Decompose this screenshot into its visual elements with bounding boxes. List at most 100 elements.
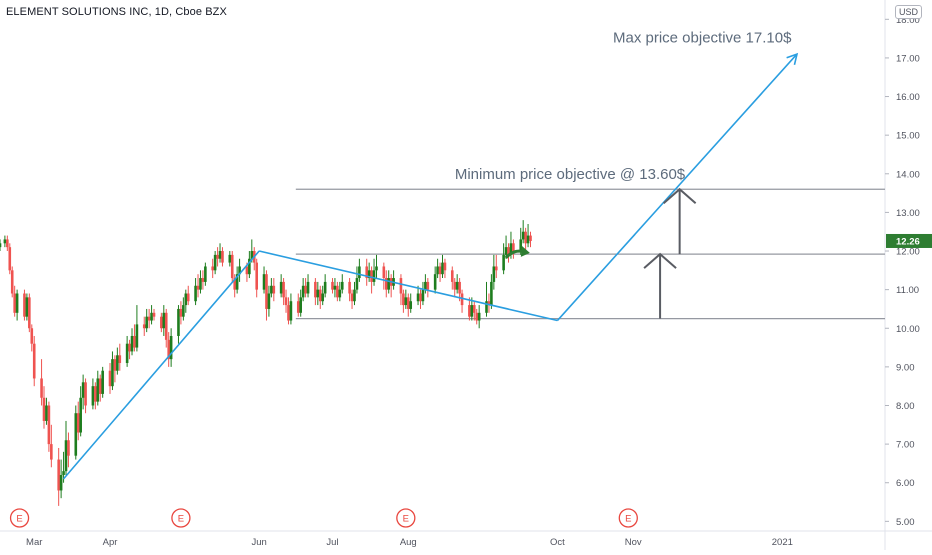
price-axis[interactable]: 5.00 6.00 7.00 8.00 9.00 10.00 11.00 12.00 13.00… <box>885 15 920 528</box>
candle-body-123 <box>419 293 422 302</box>
candle-body-147 <box>502 254 505 271</box>
x-tick-label-0: Mar <box>26 537 42 548</box>
upper-objective-arrow-head <box>662 187 697 204</box>
candle-body-122 <box>416 293 420 302</box>
annotations: Max price objective 17.10$ Minimum price … <box>455 29 792 183</box>
candle-body-143 <box>487 301 491 306</box>
candle-body-20 <box>64 440 68 472</box>
candle-body-59 <box>199 278 202 290</box>
candle-body-91 <box>306 281 310 294</box>
time-axis[interactable]: Mar Apr Jun Jul Aug Oct Nov 2021 <box>26 537 793 548</box>
candle-body-16 <box>50 444 53 460</box>
candle-body-121 <box>409 301 413 309</box>
candle-body-138 <box>470 305 474 317</box>
y-tick-label-3: 8.00 <box>896 401 915 412</box>
candle-body-74 <box>250 251 254 259</box>
x-tick-label-1: Apr <box>103 537 118 548</box>
trendlines <box>62 52 799 480</box>
candle-body-145 <box>492 266 496 282</box>
candle-body-134 <box>455 281 459 290</box>
candle-body-131 <box>443 262 447 271</box>
candle-body-10 <box>30 328 34 344</box>
candle-body-17 <box>57 459 60 491</box>
candle-body-82 <box>279 281 283 294</box>
trendline-arrowhead <box>786 52 799 65</box>
candle-body-41 <box>135 324 139 348</box>
candle-body-36 <box>118 355 122 364</box>
candle-body-80 <box>270 285 273 294</box>
candle-body-130 <box>441 262 444 275</box>
x-tick-label-7: 2021 <box>772 537 793 548</box>
candle-body-107 <box>365 266 369 279</box>
candle-body-27 <box>91 386 95 406</box>
candle-body-44 <box>147 316 151 321</box>
candle-body-2 <box>6 239 9 248</box>
candles <box>0 220 532 506</box>
candle-body-50 <box>167 339 170 360</box>
candle-body-105 <box>355 278 359 290</box>
candle-body-39 <box>130 335 134 352</box>
trendline-1 <box>258 250 558 322</box>
candle-body-24 <box>79 397 82 433</box>
candle-body-47 <box>160 316 163 329</box>
x-tick-label-5: Oct <box>550 537 565 548</box>
candle-body-3 <box>8 247 12 271</box>
candle-body-23 <box>76 413 80 433</box>
candle-body-33 <box>111 359 114 387</box>
candle-body-89 <box>301 285 305 298</box>
candle-body-129 <box>438 266 442 275</box>
candle-body-73 <box>248 258 251 275</box>
candle-body-97 <box>331 281 334 290</box>
candle-body-28 <box>94 386 97 402</box>
y-tick-label-13: 18.00 <box>896 15 920 26</box>
y-tick-label-1: 6.00 <box>896 478 915 489</box>
candle-body-38 <box>128 343 131 352</box>
candle-body-99 <box>336 285 339 298</box>
candle-body-81 <box>272 285 276 294</box>
candle-body-136 <box>460 293 464 306</box>
candle-body-1 <box>3 239 7 244</box>
candle-body-84 <box>284 297 288 306</box>
y-tick-label-10: 15.00 <box>896 131 920 142</box>
candle-body-98 <box>333 285 337 290</box>
candle-body-92 <box>314 281 317 298</box>
candle-body-42 <box>142 324 146 329</box>
candle-body-135 <box>458 281 461 294</box>
candle-body-102 <box>348 281 351 294</box>
candle-body-49 <box>164 312 168 340</box>
candle-body-48 <box>162 312 166 329</box>
candle-body-114 <box>387 278 391 290</box>
y-tick-label-6: 11.00 <box>896 285 919 296</box>
last-price-label: 12.26 <box>896 236 920 247</box>
annotation-1: Minimum price objective @ 13.60$ <box>455 166 686 183</box>
candle-body-53 <box>179 308 183 317</box>
objective-arrows <box>504 187 697 319</box>
candle-body-52 <box>177 308 180 336</box>
candle-body-106 <box>358 266 361 279</box>
candle-body-144 <box>490 281 493 306</box>
candle-body-140 <box>475 312 479 321</box>
candle-body-77 <box>262 274 266 290</box>
candle-body-152 <box>519 239 523 252</box>
candle-body-60 <box>201 278 205 282</box>
candle-body-45 <box>150 312 153 321</box>
earnings-circle-1 <box>171 508 191 528</box>
candle-body-25 <box>81 382 85 398</box>
candle-body-21 <box>67 440 70 456</box>
candle-body-125 <box>424 281 427 290</box>
currency-button[interactable]: USD <box>895 5 923 19</box>
candle-body-34 <box>113 359 117 371</box>
candle-body-56 <box>186 293 190 302</box>
candle-body-132 <box>450 270 454 282</box>
candle-body-111 <box>375 266 378 271</box>
x-tick-label-4: Aug <box>400 537 417 548</box>
candle-body-12 <box>40 378 43 398</box>
candle-body-151 <box>512 243 515 252</box>
candle-body-70 <box>235 274 239 290</box>
candle-body-79 <box>267 293 271 309</box>
candle-body-64 <box>216 254 219 259</box>
annotation-0: Max price objective 17.10$ <box>613 29 792 46</box>
candle-body-72 <box>245 266 249 275</box>
